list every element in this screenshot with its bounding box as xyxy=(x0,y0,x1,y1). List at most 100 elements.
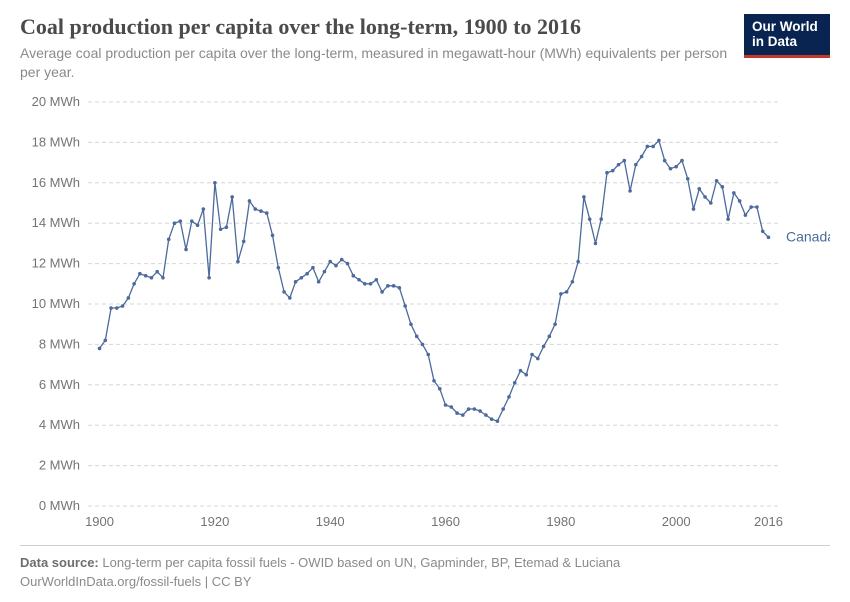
owid-logo: Our World in Data xyxy=(744,14,830,58)
x-tick-label: 1920 xyxy=(200,514,229,529)
line-chart-svg: 0 MWh2 MWh4 MWh6 MWh8 MWh10 MWh12 MWh14 … xyxy=(20,94,830,534)
source-text: Long-term per capita fossil fuels - OWID… xyxy=(102,555,620,570)
data-point xyxy=(496,419,500,423)
source-label: Data source: xyxy=(20,555,99,570)
chart-subtitle: Average coal production per capita over … xyxy=(20,44,734,82)
data-point xyxy=(213,181,217,185)
data-point xyxy=(121,304,125,308)
data-point xyxy=(392,284,396,288)
data-point xyxy=(311,266,315,270)
data-point xyxy=(438,387,442,391)
data-point xyxy=(144,274,148,278)
data-point xyxy=(242,240,246,244)
chart-area: 0 MWh2 MWh4 MWh6 MWh8 MWh10 MWh12 MWh14 … xyxy=(20,94,830,539)
data-point xyxy=(202,207,206,211)
data-point xyxy=(386,284,390,288)
series-label: Canada xyxy=(786,228,830,244)
data-point xyxy=(150,276,154,280)
data-point xyxy=(282,290,286,294)
data-point xyxy=(398,286,402,290)
chart-title: Coal production per capita over the long… xyxy=(20,14,734,39)
data-point xyxy=(155,270,159,274)
data-point xyxy=(409,322,413,326)
y-tick-label: 2 MWh xyxy=(39,458,80,473)
data-point xyxy=(317,280,321,284)
data-point xyxy=(634,163,638,167)
data-point xyxy=(663,159,667,163)
data-point xyxy=(674,165,678,169)
data-point xyxy=(403,304,407,308)
data-point xyxy=(744,213,748,217)
data-point xyxy=(207,276,211,280)
data-point xyxy=(767,236,771,240)
data-point xyxy=(588,217,592,221)
data-point xyxy=(259,209,263,213)
data-point xyxy=(161,276,165,280)
x-tick-label: 1980 xyxy=(546,514,575,529)
data-point xyxy=(738,199,742,203)
data-point xyxy=(167,238,171,242)
data-point xyxy=(559,292,563,296)
data-point xyxy=(715,179,719,183)
data-point xyxy=(369,282,373,286)
title-block: Coal production per capita over the long… xyxy=(20,14,744,82)
data-point xyxy=(680,159,684,163)
data-point xyxy=(548,335,552,339)
logo-line1: Our World xyxy=(752,19,818,34)
data-point xyxy=(305,272,309,276)
data-point xyxy=(248,199,252,203)
y-tick-label: 20 MWh xyxy=(32,94,80,109)
data-point xyxy=(732,191,736,195)
attribution-text: OurWorldInData.org/fossil-fuels | CC BY xyxy=(20,574,251,589)
data-point xyxy=(288,296,292,300)
data-point xyxy=(138,272,142,276)
y-tick-label: 16 MWh xyxy=(32,175,80,190)
data-point xyxy=(640,155,644,159)
data-point xyxy=(225,226,229,230)
data-point xyxy=(432,379,436,383)
data-point xyxy=(178,219,182,223)
y-tick-label: 6 MWh xyxy=(39,377,80,392)
data-point xyxy=(582,195,586,199)
data-point xyxy=(605,171,609,175)
data-point xyxy=(426,353,430,357)
data-point xyxy=(467,407,471,411)
data-point xyxy=(236,260,240,264)
data-point xyxy=(611,169,615,173)
data-point xyxy=(542,345,546,349)
data-point xyxy=(755,205,759,209)
data-point xyxy=(507,395,511,399)
chart-footer: Data source: Long-term per capita fossil… xyxy=(20,545,830,592)
y-tick-label: 14 MWh xyxy=(32,215,80,230)
data-point xyxy=(196,223,200,227)
data-point xyxy=(104,339,108,343)
data-point xyxy=(328,260,332,264)
y-tick-label: 8 MWh xyxy=(39,336,80,351)
data-point xyxy=(617,163,621,167)
y-tick-label: 12 MWh xyxy=(32,256,80,271)
data-point xyxy=(323,270,327,274)
data-point xyxy=(594,242,598,246)
data-point xyxy=(686,177,690,181)
data-point xyxy=(571,280,575,284)
data-point xyxy=(184,248,188,252)
data-point xyxy=(697,187,701,191)
data-point xyxy=(669,167,673,171)
data-point xyxy=(115,306,119,310)
data-point xyxy=(132,282,136,286)
x-tick-label: 1900 xyxy=(85,514,114,529)
data-point xyxy=(721,185,725,189)
y-tick-label: 0 MWh xyxy=(39,498,80,513)
data-point xyxy=(421,343,425,347)
data-point xyxy=(490,417,494,421)
data-point xyxy=(271,234,275,238)
data-point xyxy=(357,278,361,282)
data-point xyxy=(346,262,350,266)
data-point xyxy=(501,407,505,411)
data-point xyxy=(253,207,257,211)
x-tick-label: 2016 xyxy=(754,514,783,529)
data-point xyxy=(294,280,298,284)
data-point xyxy=(646,145,650,149)
data-point xyxy=(536,357,540,361)
data-point xyxy=(230,195,234,199)
